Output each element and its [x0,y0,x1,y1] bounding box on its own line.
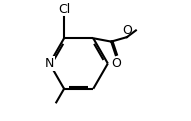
Text: N: N [45,57,54,70]
Text: Cl: Cl [58,3,70,16]
Text: O: O [122,24,132,37]
Text: O: O [111,57,121,70]
